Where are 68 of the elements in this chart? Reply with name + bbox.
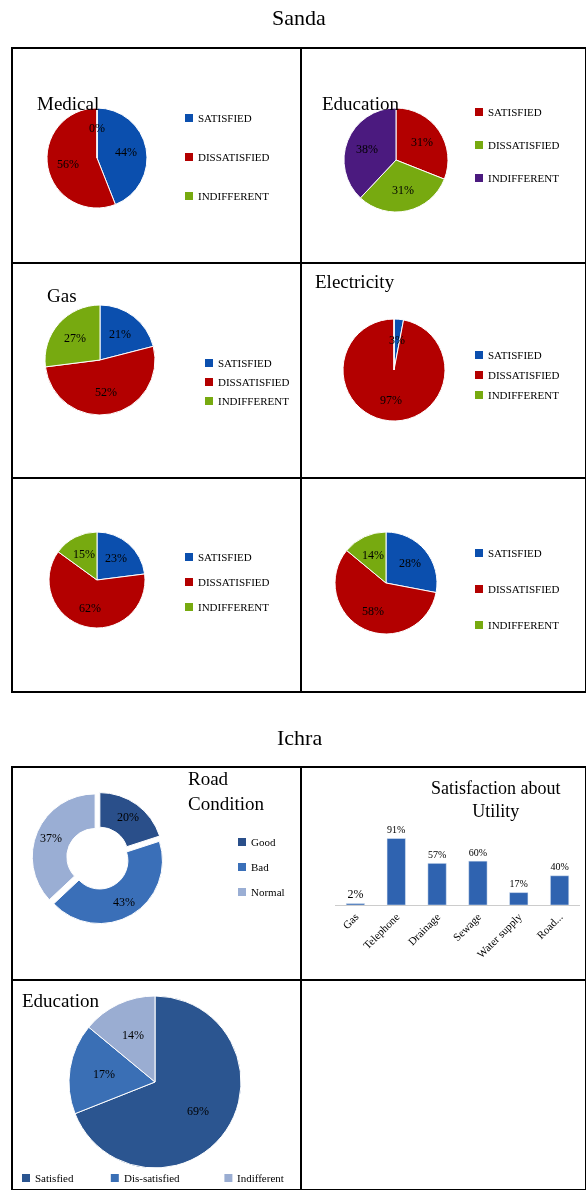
legend-label: SATISFIED: [198, 112, 252, 124]
data-label: 97%: [380, 393, 402, 407]
bar: [427, 863, 447, 905]
legend-label: DISSATISFIED: [488, 369, 560, 381]
legend-label: DISSATISFIED: [198, 151, 270, 163]
legend-label: Good: [251, 836, 276, 848]
legend-label: Satisfied: [35, 1172, 74, 1184]
text: Sanda: [272, 5, 326, 30]
legend-label: DISSATISFIED: [488, 583, 560, 595]
data-label: 52%: [95, 385, 117, 399]
data-label: 28%: [399, 556, 421, 570]
x-tick-label: Gas: [340, 910, 361, 932]
chart-title: Medical: [37, 93, 100, 114]
data-label: 40%: [550, 861, 569, 873]
legend-label: DISSATISFIED: [198, 576, 270, 588]
bar: [509, 892, 529, 905]
data-label: 57%: [427, 848, 447, 860]
legend-label: Indifferent: [237, 1172, 284, 1184]
data-label: 69%: [187, 1104, 209, 1118]
chart-title: Education: [22, 990, 100, 1011]
data-label: 23%: [105, 551, 127, 565]
data-label: 2%: [347, 886, 364, 901]
data-label: 91%: [387, 823, 406, 835]
chart-title: Road Condition: [188, 768, 265, 814]
data-label: 14%: [362, 548, 384, 562]
bar: [386, 838, 406, 905]
data-label: 58%: [362, 604, 384, 618]
data-label: 44%: [115, 145, 137, 159]
data-label: 31%: [411, 135, 433, 149]
data-label: 17%: [509, 878, 528, 890]
data-label: 27%: [64, 331, 86, 345]
data-label: 20%: [117, 810, 139, 824]
legend-label: Bad: [251, 861, 270, 873]
data-label: 14%: [122, 1028, 144, 1042]
legend-label: INDIFFERENT: [488, 389, 560, 401]
bar: [468, 860, 488, 905]
data-label: 38%: [356, 142, 378, 156]
data-label: 17%: [93, 1067, 115, 1081]
data-label: 43%: [113, 895, 135, 909]
legend-label: Dis-satisfied: [124, 1172, 181, 1184]
data-label: 15%: [73, 547, 95, 561]
bar: [550, 875, 570, 905]
legend-label: DISSATISFIED: [218, 376, 290, 388]
legend-label: SATISFIED: [218, 357, 272, 369]
legend-label: INDIFFERENT: [198, 601, 270, 613]
chart-title: Education: [322, 93, 400, 114]
legend-label: INDIFFERENT: [198, 190, 270, 202]
legend-label: INDIFFERENT: [488, 619, 560, 631]
legend-label: INDIFFERENT: [218, 395, 290, 407]
text: 0%: [89, 121, 105, 135]
pie-slice: [342, 318, 446, 422]
legend-label: SATISFIED: [488, 106, 542, 118]
legend-label: SATISFIED: [198, 551, 252, 563]
data-label: 37%: [40, 831, 62, 845]
legend-label: SATISFIED: [488, 547, 542, 559]
chart-title: Gas: [47, 285, 77, 306]
data-label: 31%: [392, 183, 414, 197]
legend-label: Normal: [251, 886, 285, 898]
chart-title: Satisfaction about Utility: [431, 778, 561, 822]
text: Ichra: [277, 725, 323, 750]
data-label: 62%: [79, 601, 101, 615]
legend-label: INDIFFERENT: [488, 172, 560, 184]
data-label: 21%: [109, 327, 131, 341]
legend-label: DISSATISFIED: [488, 139, 560, 151]
data-label: 60%: [468, 846, 488, 858]
legend-label: SATISFIED: [488, 349, 542, 361]
data-label: 56%: [57, 157, 79, 171]
chart-title: Electricity: [315, 271, 395, 292]
